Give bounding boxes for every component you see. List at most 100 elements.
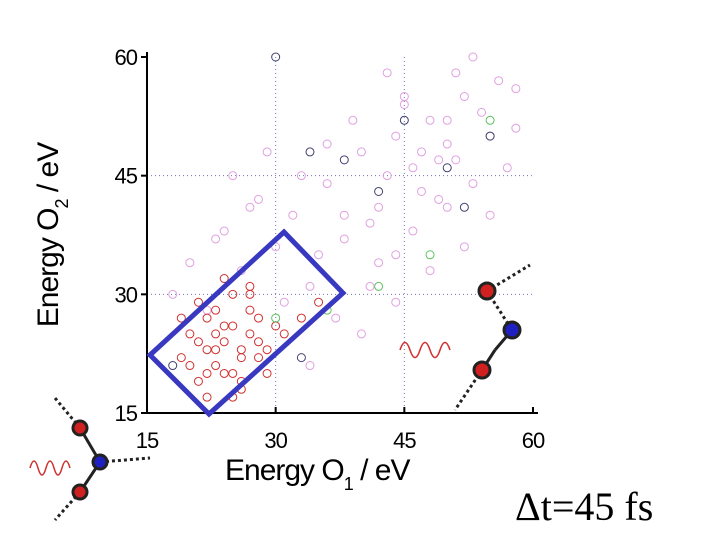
point xyxy=(211,361,221,371)
point xyxy=(228,321,238,331)
point xyxy=(408,163,418,173)
point xyxy=(288,210,298,220)
point xyxy=(442,163,452,173)
point xyxy=(185,361,195,371)
y-tick-label: 60 xyxy=(115,45,138,70)
point xyxy=(485,131,495,141)
point xyxy=(279,329,289,339)
point xyxy=(434,194,444,204)
y-tick-label: 15 xyxy=(115,401,138,426)
point xyxy=(228,171,238,181)
point xyxy=(296,313,306,323)
point xyxy=(245,202,255,212)
point xyxy=(391,250,401,260)
point xyxy=(254,194,264,204)
point xyxy=(365,281,375,291)
annotation: Δt=45 fs xyxy=(515,484,653,529)
point xyxy=(374,186,384,196)
point xyxy=(185,329,195,339)
point xyxy=(374,281,384,291)
point xyxy=(408,226,418,236)
point xyxy=(202,392,212,402)
point xyxy=(468,179,478,189)
point xyxy=(356,329,366,339)
point xyxy=(425,115,435,125)
point xyxy=(391,131,401,141)
point xyxy=(176,353,186,363)
point xyxy=(236,345,246,355)
point xyxy=(459,202,469,212)
molecule-icon-right xyxy=(399,263,531,411)
point xyxy=(219,337,229,347)
x-tick-label: 45 xyxy=(393,428,416,453)
point xyxy=(374,202,384,212)
point xyxy=(254,337,264,347)
point xyxy=(339,210,349,220)
point xyxy=(193,297,203,307)
point xyxy=(339,155,349,165)
point xyxy=(442,202,452,212)
point xyxy=(211,234,221,244)
x-tick-label: 15 xyxy=(136,428,159,453)
point xyxy=(219,226,229,236)
point xyxy=(305,361,315,371)
point xyxy=(356,147,366,157)
point xyxy=(425,250,435,260)
point xyxy=(348,115,358,125)
point xyxy=(459,92,469,102)
point xyxy=(254,313,264,323)
x-tick-label: 30 xyxy=(264,428,287,453)
point xyxy=(391,297,401,307)
point xyxy=(399,115,409,125)
point xyxy=(468,52,478,62)
point xyxy=(485,210,495,220)
point xyxy=(374,258,384,268)
point xyxy=(219,368,229,378)
point xyxy=(322,139,332,149)
point xyxy=(202,345,212,355)
point xyxy=(416,186,426,196)
point xyxy=(322,179,332,189)
point xyxy=(339,234,349,244)
point xyxy=(202,368,212,378)
point xyxy=(193,337,203,347)
y-axis-label: Energy O2 / eV xyxy=(32,142,72,327)
point xyxy=(202,313,212,323)
point xyxy=(382,68,392,78)
point xyxy=(211,305,221,315)
point xyxy=(211,329,221,339)
point xyxy=(271,313,281,323)
point xyxy=(425,266,435,276)
point xyxy=(477,107,487,117)
point xyxy=(451,155,461,165)
point xyxy=(262,345,272,355)
point xyxy=(245,281,255,291)
point xyxy=(502,163,512,173)
point xyxy=(271,52,281,62)
point xyxy=(168,361,178,371)
molecule-icon-left xyxy=(29,397,151,521)
selection-box xyxy=(146,228,347,418)
plot-area: 15 30 45 60 15 30 45 60 xyxy=(115,45,546,453)
point xyxy=(211,345,221,355)
point xyxy=(219,321,229,331)
point xyxy=(459,242,469,252)
point xyxy=(245,329,255,339)
point xyxy=(382,171,392,181)
y-tick-label: 30 xyxy=(115,282,138,307)
point xyxy=(262,147,272,157)
point xyxy=(176,313,186,323)
point xyxy=(365,218,375,228)
point xyxy=(511,84,521,94)
x-axis-label: Energy O1 / eV xyxy=(225,454,410,494)
point xyxy=(228,368,238,378)
point xyxy=(193,376,203,386)
point xyxy=(185,258,195,268)
point xyxy=(511,123,521,133)
point xyxy=(442,139,452,149)
point xyxy=(434,155,444,165)
point xyxy=(236,353,246,363)
point xyxy=(296,353,306,363)
